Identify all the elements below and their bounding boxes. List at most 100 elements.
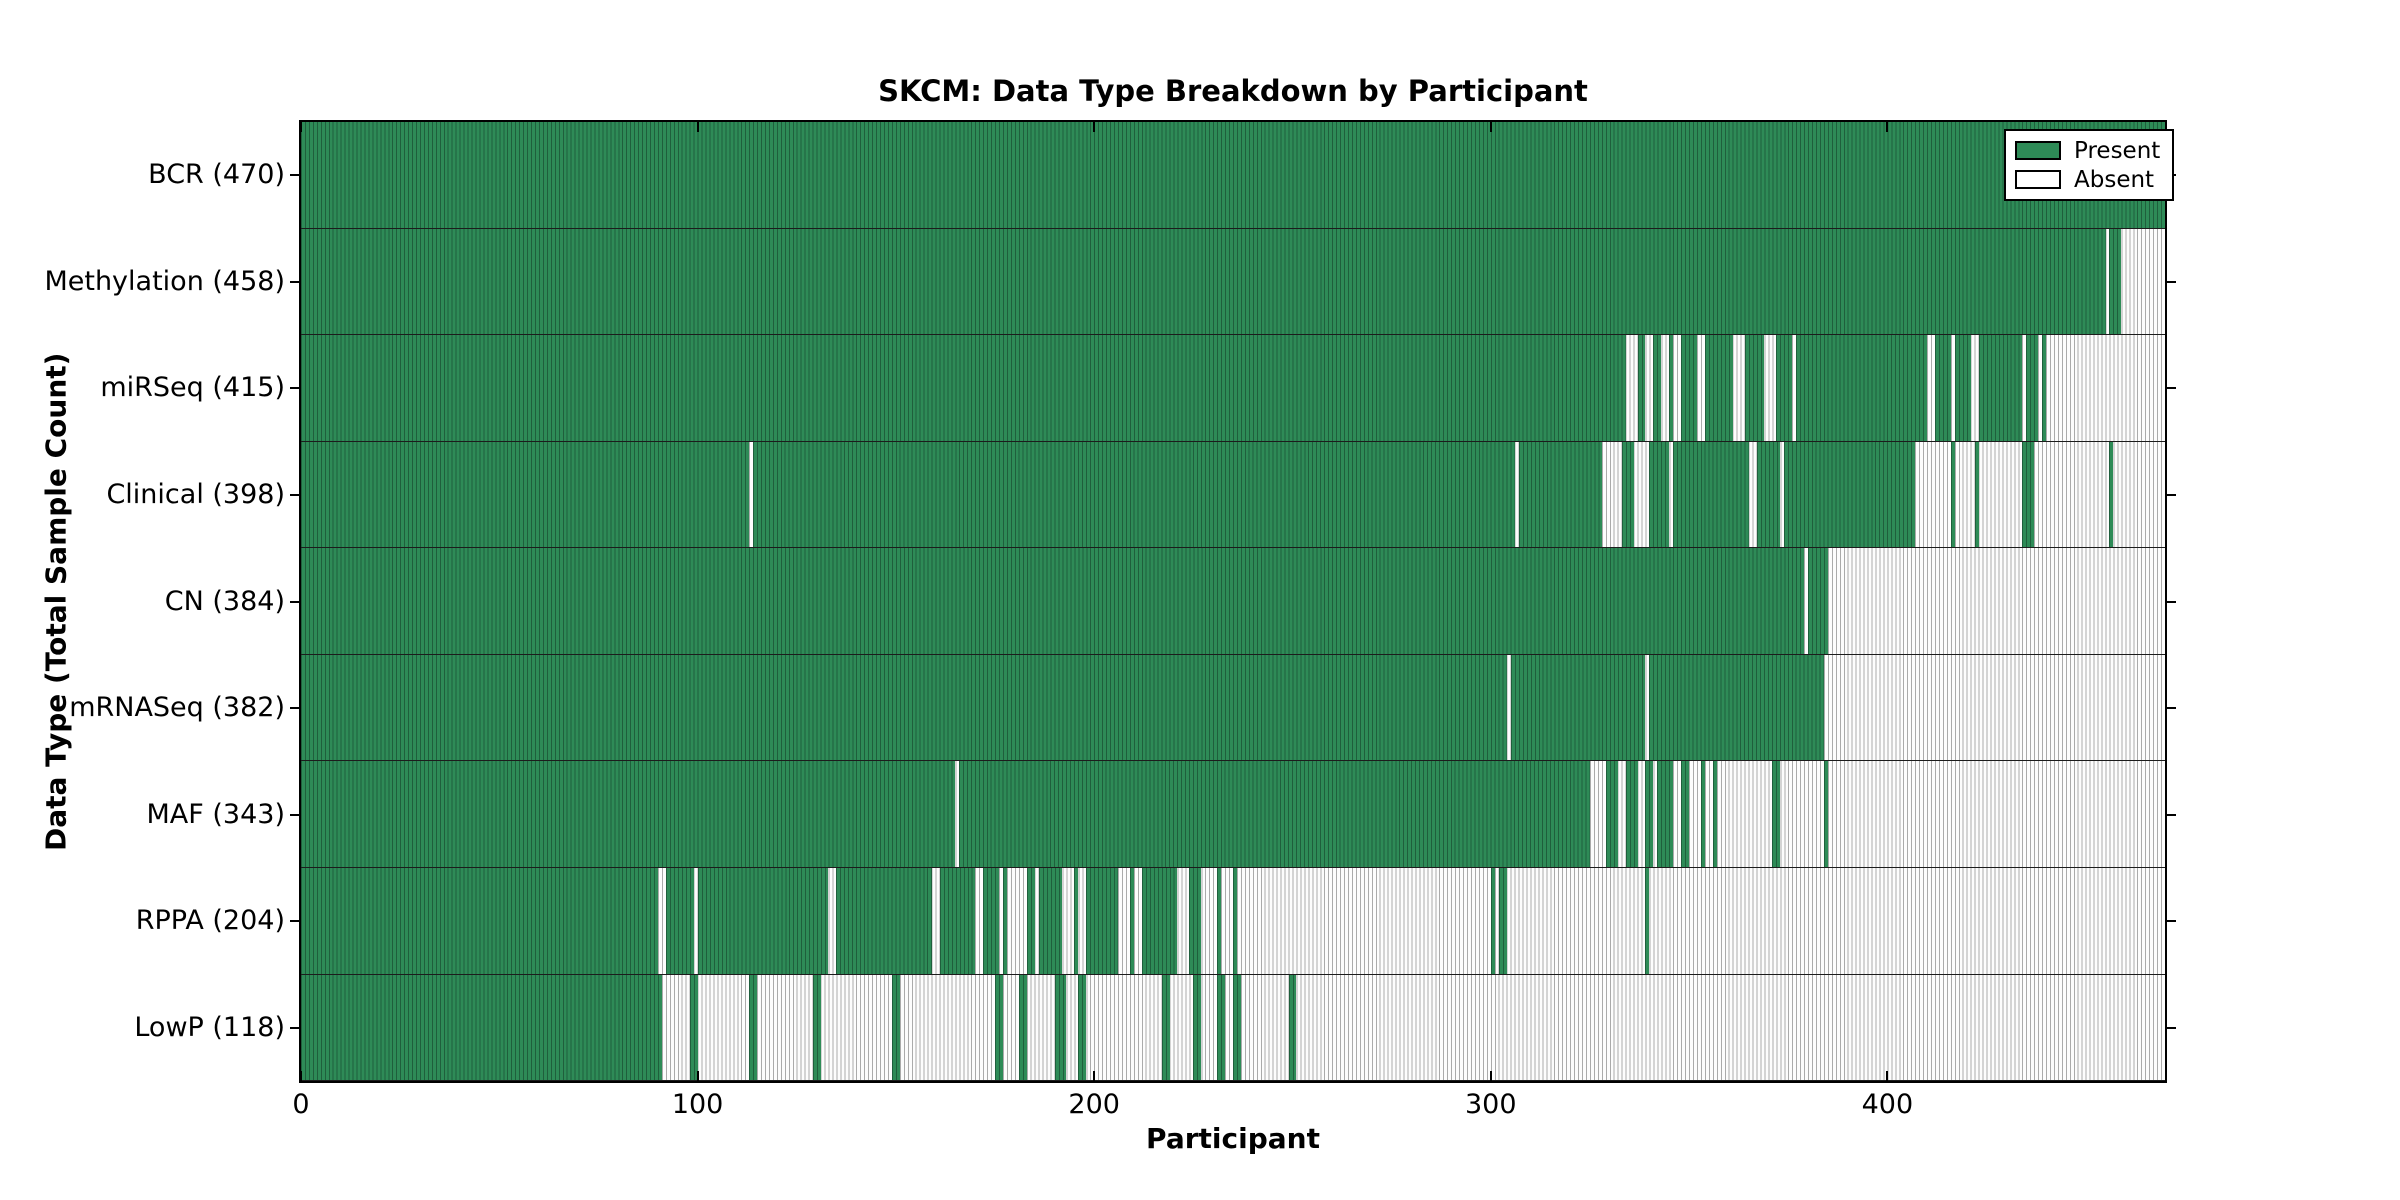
present-segment — [1950, 441, 1955, 548]
present-segment — [301, 548, 1805, 654]
row-LowP — [301, 974, 2165, 1082]
present-segment — [1233, 974, 1241, 1081]
present-segment — [1233, 867, 1237, 974]
x-tick-mark — [1886, 122, 1889, 132]
present-segment — [1078, 974, 1087, 1081]
row-miRSeq — [301, 335, 2165, 442]
present-segment — [2022, 441, 2035, 548]
present-segment — [1808, 548, 1828, 654]
present-segment — [1673, 441, 1749, 548]
present-segment — [1193, 974, 1202, 1081]
present-segment — [1129, 867, 1134, 974]
present-segment — [1002, 867, 1007, 974]
legend: Present Absent — [2004, 129, 2174, 201]
y-tick-mark — [2167, 280, 2176, 283]
present-segment — [959, 761, 1590, 867]
present-segment — [2026, 335, 2039, 441]
present-segment — [1796, 335, 1928, 441]
present-segment — [1934, 335, 1951, 441]
y-tick-label-LowP: LowP (118) — [134, 1011, 285, 1043]
present-segment — [1621, 441, 1634, 548]
present-segment — [1681, 335, 1697, 441]
x-tick-label-100: 100 — [671, 1089, 724, 1120]
y-tick-label-RPPA: RPPA (204) — [135, 905, 285, 937]
y-tick-mark — [290, 600, 299, 603]
present-segment — [753, 441, 1515, 548]
present-segment — [1756, 441, 1781, 548]
present-segment — [665, 867, 694, 974]
present-segment — [1954, 335, 1971, 441]
x-tick-mark — [696, 122, 699, 132]
x-tick-label-400: 400 — [1861, 1089, 1914, 1120]
y-tick-mark — [290, 1026, 299, 1029]
present-segment — [891, 974, 900, 1081]
present-segment — [1649, 441, 1670, 548]
y-tick-mark — [2167, 387, 2176, 390]
present-segment — [301, 974, 662, 1081]
present-segment — [1657, 761, 1674, 867]
y-tick-mark — [290, 493, 299, 496]
x-tick-label-0: 0 — [292, 1089, 310, 1120]
present-segment — [301, 761, 956, 867]
x-tick-label-300: 300 — [1465, 1089, 1517, 1120]
legend-entry-present: Present — [2015, 139, 2163, 163]
present-segment — [836, 867, 932, 974]
present-segment — [1974, 441, 1979, 548]
present-segment — [697, 867, 829, 974]
x-tick-mark — [1489, 1071, 1492, 1081]
x-tick-mark — [300, 122, 302, 132]
x-tick-mark — [1489, 122, 1492, 132]
y-tick-label-miRSeq: miRSeq (415) — [100, 372, 285, 404]
absent-swatch — [2015, 170, 2061, 189]
present-segment — [749, 974, 758, 1081]
y-tick-mark — [290, 174, 299, 177]
present-segment — [1681, 761, 1690, 867]
y-tick-mark — [290, 813, 299, 816]
y-tick-label-mRNASeq: mRNASeq (382) — [69, 692, 285, 724]
present-segment — [1772, 761, 1781, 867]
present-segment — [1217, 867, 1222, 974]
present-segment — [1653, 335, 1662, 441]
present-segment — [1625, 761, 1638, 867]
row-RPPA — [301, 867, 2165, 975]
present-segment — [1189, 867, 1202, 974]
present-segment — [1704, 335, 1733, 441]
y-tick-mark — [290, 387, 299, 390]
legend-present-label: Present — [2074, 137, 2161, 164]
x-tick-mark — [1886, 1071, 1889, 1081]
y-tick-label-MAF: MAF (343) — [146, 798, 285, 830]
present-segment — [1026, 867, 1035, 974]
row-Methylation — [301, 228, 2165, 336]
present-segment — [1645, 761, 1654, 867]
present-segment — [689, 974, 698, 1081]
present-segment — [1669, 335, 1674, 441]
present-segment — [983, 867, 999, 974]
y-tick-mark — [290, 707, 299, 710]
x-axis-label: Participant — [1146, 1122, 1320, 1155]
present-segment — [1217, 974, 1226, 1081]
present-segment — [301, 441, 750, 548]
present-segment — [1637, 335, 1646, 441]
present-segment — [1784, 441, 1916, 548]
present-segment — [1018, 974, 1027, 1081]
present-segment — [1038, 867, 1063, 974]
present-segment — [995, 974, 1003, 1081]
present-swatch — [2015, 141, 2061, 160]
y-tick-mark — [2167, 493, 2176, 496]
plot-area — [299, 120, 2167, 1083]
present-segment — [1712, 761, 1717, 867]
present-segment — [1744, 335, 1765, 441]
present-segment — [1518, 441, 1602, 548]
y-tick-mark — [2167, 600, 2176, 603]
present-segment — [301, 867, 658, 974]
present-segment — [1086, 867, 1118, 974]
row-Clinical — [301, 441, 2165, 549]
y-tick-mark — [2167, 813, 2176, 816]
present-segment — [1700, 761, 1705, 867]
present-segment — [1823, 761, 1828, 867]
present-segment — [1776, 335, 1793, 441]
x-tick-mark — [696, 1071, 699, 1081]
present-segment — [1161, 974, 1170, 1081]
x-tick-label-200: 200 — [1068, 1089, 1120, 1120]
